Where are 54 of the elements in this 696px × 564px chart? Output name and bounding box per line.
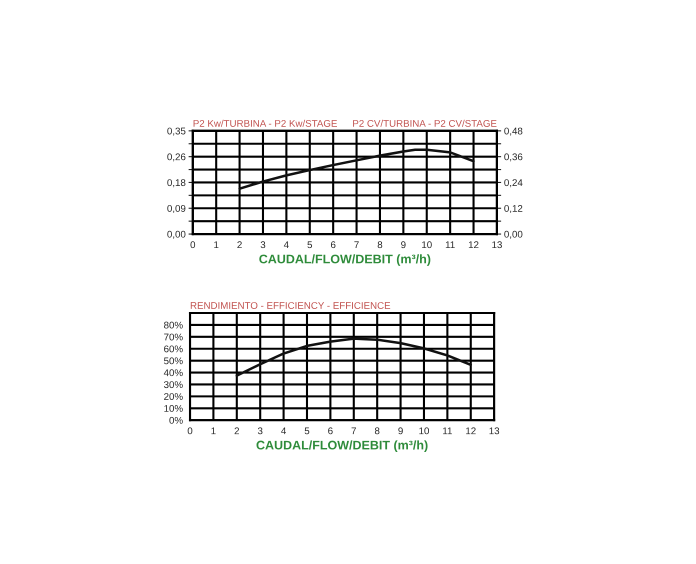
- y2-tick-label: 0,36: [504, 153, 522, 162]
- y2-tick-label: 0,12: [504, 204, 522, 214]
- y2-tick-label: 0,24: [504, 179, 523, 188]
- x-tick-label: 11: [446, 241, 455, 248]
- x-tick-label: 12: [468, 241, 478, 248]
- x-tick-label: 7: [354, 241, 359, 248]
- x-tick-label: 4: [281, 427, 286, 434]
- y-tick-label: 0,00: [167, 230, 186, 239]
- x-tick-label: 7: [352, 427, 356, 434]
- x-tick-label: 9: [401, 241, 406, 248]
- x-tick-label: 13: [492, 241, 502, 248]
- x-tick-label: 8: [374, 427, 380, 434]
- y-tick-label: 0,35: [167, 128, 186, 136]
- x-tick-label: 5: [304, 427, 310, 434]
- y-tick-label: 60%: [164, 345, 183, 352]
- x-tick-label: 13: [489, 427, 500, 434]
- y2-axis-title: P2 CV/TURBINA - P2 CV/STAGE: [353, 120, 497, 127]
- x-tick-label: 1: [211, 427, 216, 434]
- y-tick-label: 0,09: [167, 204, 186, 214]
- x-tick-label: 6: [328, 427, 333, 434]
- x-tick-label: 4: [284, 241, 289, 248]
- x-tick-label: 9: [398, 427, 403, 434]
- x-tick-label: 10: [419, 427, 429, 434]
- y-tick-label: 40%: [164, 369, 183, 376]
- x-tick-label: 0: [188, 427, 192, 434]
- line-series: [238, 148, 475, 190]
- y2-tick-label: 0,00: [504, 230, 522, 239]
- y2-tick-label: 0,48: [504, 128, 522, 136]
- x-axis-title: CAUDAL/FLOW/DEBIT (m³/h): [259, 254, 430, 266]
- y-tick-label: 20%: [164, 393, 183, 400]
- x-tick-label: 3: [258, 427, 262, 434]
- x-axis-title: CAUDAL/FLOW/DEBIT (m³/h): [256, 440, 428, 452]
- x-tick-label: 12: [466, 427, 476, 434]
- x-tick-label: 3: [260, 241, 266, 248]
- x-tick-label: 8: [378, 241, 382, 248]
- x-tick-label: 2: [234, 427, 240, 434]
- x-tick-label: 5: [307, 241, 312, 248]
- y-tick-label: 10%: [164, 405, 183, 412]
- y-tick-label: 0%: [169, 416, 183, 424]
- y-axis-title: P2 Kw/TURBINA - P2 Kw/STAGE: [194, 120, 337, 127]
- x-tick-label: 1: [214, 241, 218, 248]
- x-tick-label: 0: [190, 241, 196, 248]
- y-tick-label: 30%: [164, 381, 183, 388]
- x-tick-label: 11: [443, 427, 452, 434]
- y-tick-label: 50%: [164, 357, 183, 364]
- line-series: [236, 337, 472, 377]
- y-tick-label: 70%: [164, 334, 183, 340]
- y-tick-label: 0,26: [167, 153, 186, 162]
- x-tick-label: 2: [237, 241, 242, 248]
- y-tick-label: 80%: [164, 322, 183, 329]
- x-tick-label: 6: [330, 241, 336, 248]
- x-tick-label: 10: [422, 241, 432, 248]
- y-tick-label: 0,18: [167, 179, 186, 188]
- y-axis-title: RENDIMIENTO - EFFICIENCY - EFFICIENCE: [190, 302, 390, 309]
